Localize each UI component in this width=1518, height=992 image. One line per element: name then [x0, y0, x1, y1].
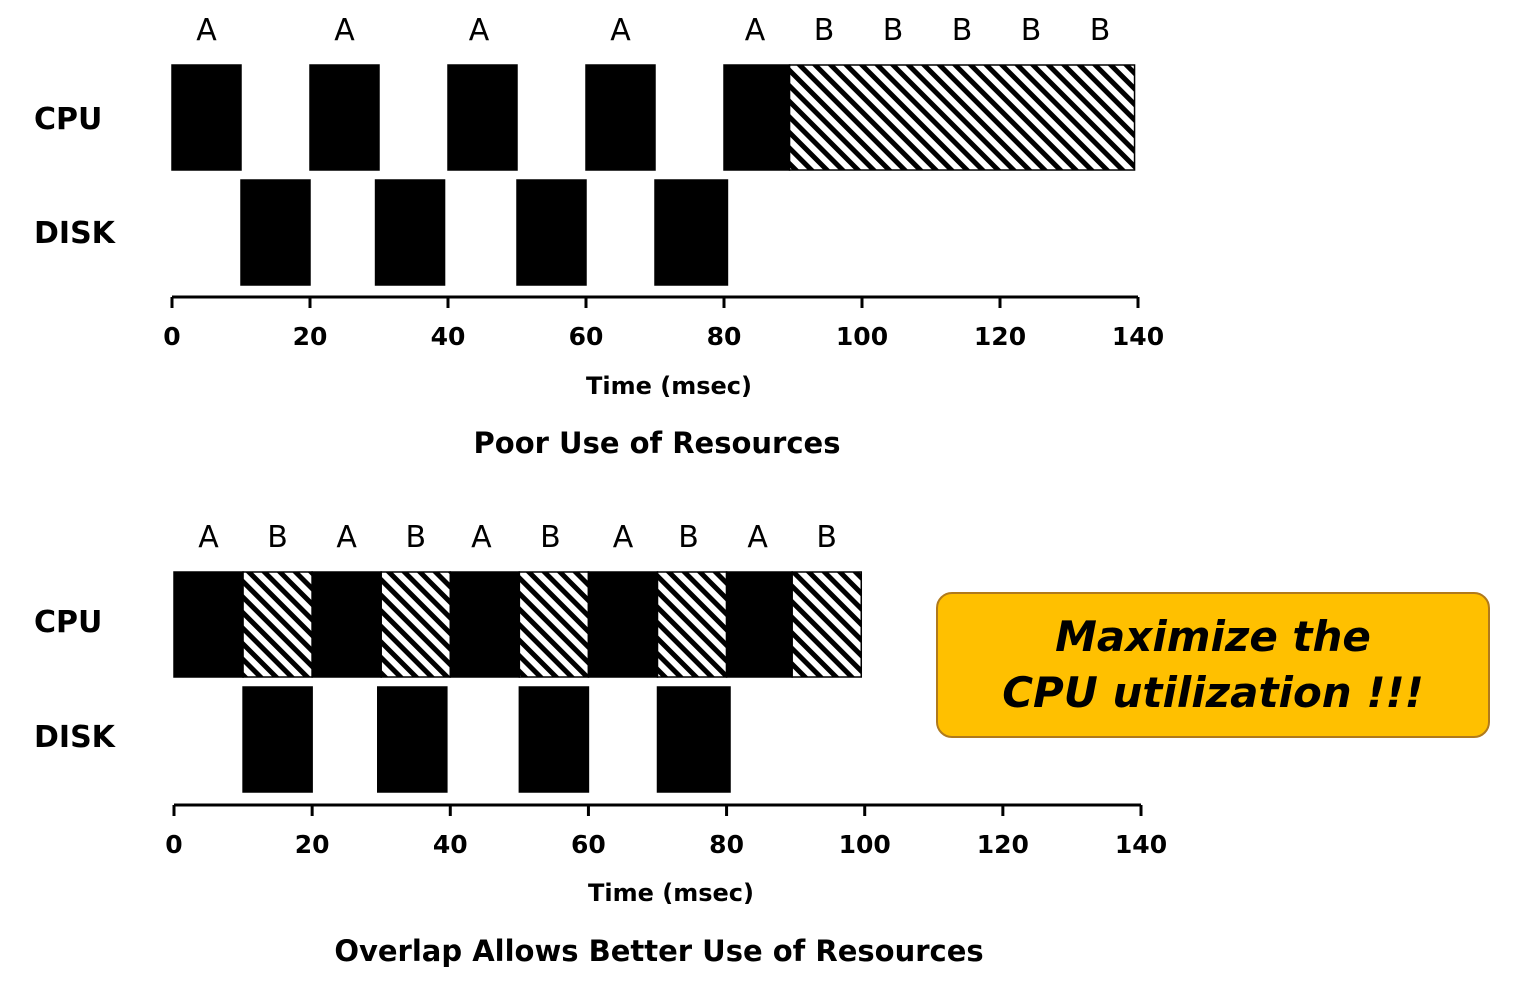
cpu-segment-a [585, 64, 656, 171]
cpu-segment-a [587, 571, 659, 678]
chart-caption: Overlap Allows Better Use of Resources [334, 934, 983, 968]
x-axis-label: Time (msec) [586, 372, 752, 400]
tick-label: 120 [974, 322, 1026, 351]
x-axis-label: Time (msec) [588, 879, 754, 907]
process-label-a: A [745, 13, 766, 48]
cpu-segment-b [788, 64, 1136, 171]
disk-segment-a [654, 179, 729, 286]
chart1-marks [173, 571, 863, 793]
process-label-b: B [678, 520, 699, 555]
process-label-a: A [747, 520, 768, 555]
process-label-b: B [267, 520, 288, 555]
tick-label: 140 [1112, 322, 1164, 351]
disk-segment-a [656, 686, 731, 793]
chart0-marks [171, 64, 1136, 286]
process-label-a: A [196, 13, 217, 48]
tick-label: 80 [709, 830, 744, 859]
process-label-a: A [613, 520, 634, 555]
cpu-segment-b [656, 571, 728, 678]
row-label-cpu: CPU [34, 605, 102, 640]
callout-box: Maximize the CPU utilization !!! [936, 592, 1490, 738]
process-label-a: A [336, 520, 357, 555]
process-label-b: B [814, 13, 835, 48]
cpu-segment-b [380, 571, 452, 678]
tick-label: 40 [433, 830, 468, 859]
cpu-segment-b [518, 571, 590, 678]
tick-label: 100 [836, 322, 888, 351]
chart-poor-use: CPU DISK A A A A A B B B B B 0 20 40 60 80 100 120 140 T… [34, 13, 1164, 460]
cpu-segment-a [173, 571, 244, 678]
process-label-b: B [1021, 13, 1042, 48]
tick-label: 60 [569, 322, 604, 351]
disk-segment-a [516, 179, 587, 286]
process-label-a: A [334, 13, 355, 48]
process-label-b: B [540, 520, 561, 555]
process-label-a: A [469, 13, 490, 48]
cpu-segment-a [449, 571, 521, 678]
tick-label: 80 [707, 322, 742, 351]
disk-segment-a [242, 686, 313, 793]
process-label-a: A [471, 520, 492, 555]
cpu-segment-a [447, 64, 518, 171]
process-label-b: B [1090, 13, 1111, 48]
process-label-b: B [952, 13, 973, 48]
row-label-disk: DISK [34, 216, 117, 251]
chart1-time-axis: 0 20 40 60 80 100 120 140 [165, 803, 1167, 859]
tick-label: 100 [839, 830, 891, 859]
disk-segment-a [374, 179, 446, 286]
cpu-segment-b [791, 571, 863, 678]
process-label-a: A [610, 13, 631, 48]
cpu-segment-a [725, 571, 793, 678]
callout-line-2: CPU utilization !!! [1002, 668, 1424, 717]
cpu-segment-a [309, 64, 380, 171]
cpu-segment-a [723, 64, 791, 171]
process-label-b: B [816, 520, 837, 555]
row-label-cpu: CPU [34, 102, 102, 137]
tick-label: 0 [163, 322, 180, 351]
tick-label: 60 [571, 830, 606, 859]
disk-segment-a [377, 686, 448, 793]
tick-label: 20 [295, 830, 330, 859]
disk-segment-a [240, 179, 311, 286]
row-label-disk: DISK [34, 720, 117, 755]
tick-label: 140 [1115, 830, 1167, 859]
cpu-segment-a [171, 64, 242, 171]
callout-line-1: Maximize the [1055, 612, 1371, 661]
chart-overlap: CPU DISK A B A B A B A B A B 0 20 40 60 80 100 120 140 T… [34, 520, 1167, 968]
tick-label: 20 [293, 322, 328, 351]
disk-segment-a [518, 686, 590, 793]
process-label-b: B [883, 13, 904, 48]
chart-caption: Poor Use of Resources [474, 426, 841, 460]
process-label-a: A [198, 520, 219, 555]
tick-label: 0 [165, 830, 182, 859]
cpu-segment-a [311, 571, 382, 678]
chart0-time-axis: 0 20 40 60 80 100 120 140 [163, 295, 1164, 351]
tick-label: 120 [977, 830, 1029, 859]
cpu-segment-b [242, 571, 313, 678]
process-label-b: B [405, 520, 426, 555]
tick-label: 40 [431, 322, 466, 351]
